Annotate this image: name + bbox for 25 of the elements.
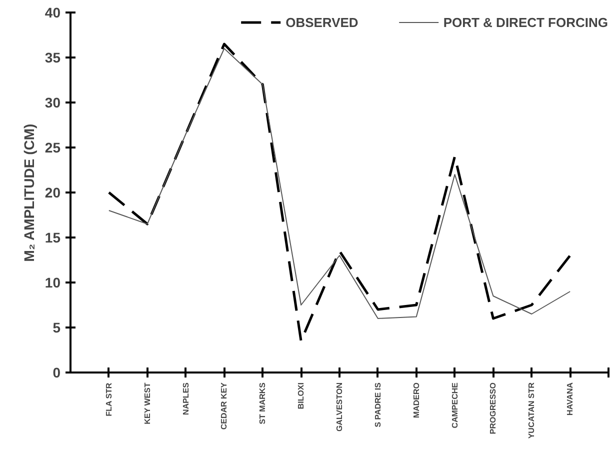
x-tick-label: CAMPECHE bbox=[450, 382, 460, 428]
x-tick-label: BILOXI bbox=[296, 382, 306, 410]
x-tick-label: S PADRE IS bbox=[373, 382, 382, 428]
y-tick-label: 35 bbox=[44, 50, 61, 66]
y-tick-label: 0 bbox=[52, 364, 61, 380]
x-tick-label: MADERO bbox=[412, 382, 421, 418]
x-tick-label: FLA STR bbox=[104, 382, 114, 416]
y-tick-label: 25 bbox=[44, 140, 61, 156]
y-tick-label: 30 bbox=[44, 94, 61, 110]
x-tick-label: PROGRESSO bbox=[488, 382, 498, 434]
y-tick-label: 40 bbox=[44, 4, 61, 20]
x-tick-label: HAVANA bbox=[566, 382, 575, 416]
y-tick-label: 20 bbox=[44, 184, 61, 200]
x-tick-label: KEY WEST bbox=[142, 382, 152, 424]
y-tick-label: 10 bbox=[44, 274, 61, 290]
legend-label: PORT & DIRECT FORCING bbox=[443, 14, 608, 30]
y-axis-title: M₂ AMPLITUDE (CM) bbox=[20, 124, 37, 262]
x-tick-label: YUCATAN STR bbox=[527, 382, 536, 439]
x-tick-label: GALVESTON bbox=[335, 382, 344, 432]
x-tick-label: NAPLES bbox=[181, 382, 190, 415]
x-tick-label: CEDAR KEY bbox=[220, 382, 229, 430]
y-tick-label: 5 bbox=[52, 320, 61, 336]
y-tick-label: 15 bbox=[44, 230, 61, 246]
x-tick-label: ST MARKS bbox=[258, 382, 268, 424]
legend-label: OBSERVED bbox=[286, 14, 358, 30]
